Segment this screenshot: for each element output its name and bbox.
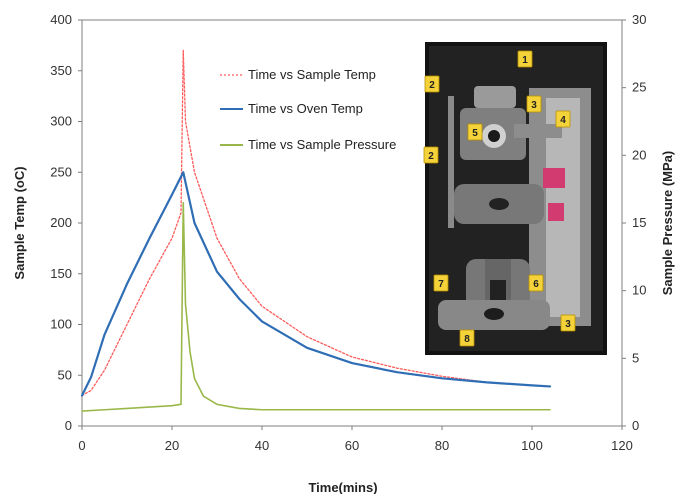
x-tick-label-2: 40 [255, 438, 269, 453]
left-tick-label-7: 350 [50, 63, 72, 78]
inset-label-0: 1 [522, 55, 528, 66]
inset-red-element-lower [548, 203, 564, 221]
x-tick-label-4: 80 [435, 438, 449, 453]
x-tick-label-0: 0 [78, 438, 85, 453]
inset-label-8: 8 [464, 334, 470, 345]
left-tick-label-3: 150 [50, 266, 72, 281]
left-tick-label-0: 0 [65, 418, 72, 433]
left-ticks: 0 50 100 150 200 250 300 350 400 [50, 12, 82, 433]
inset-label-5: 2 [428, 151, 434, 162]
inset-label-box-0 [517, 50, 533, 68]
inset-label-6: 7 [438, 279, 444, 290]
left-tick-label-8: 400 [50, 12, 72, 27]
right-tick-label-4: 20 [632, 147, 646, 162]
series-line-1 [80, 171, 552, 397]
inset-label-box-8 [459, 329, 475, 347]
inset-label-box-3 [555, 110, 571, 128]
inset-label-box-9 [560, 314, 576, 332]
inset-label-box-5 [423, 146, 439, 164]
right-axis-title: Sample Pressure (MPa) [660, 151, 675, 296]
inset-top-cap [474, 86, 516, 108]
left-tick-label-6: 300 [50, 114, 72, 129]
inset-label-1: 2 [429, 80, 435, 91]
left-tick-label-5: 250 [50, 164, 72, 179]
series-line-0 [81, 49, 551, 397]
right-tick-label-1: 5 [632, 350, 639, 365]
inset-middle-disk-hole [489, 198, 509, 210]
x-tick-label-6: 120 [611, 438, 633, 453]
inset-callouts: 1 2 3 4 5 2 7 6 8 3 [423, 50, 576, 347]
right-tick-label-6: 30 [632, 12, 646, 27]
inset-label-4: 5 [472, 128, 478, 139]
inset-label-9: 3 [565, 319, 571, 330]
right-tick-label-2: 10 [632, 283, 646, 298]
inset-left-rod [448, 96, 454, 228]
right-tick-label-5: 25 [632, 80, 646, 95]
bottom-ticks: 0 20 40 60 80 100 120 [78, 426, 633, 453]
inset-upper-body-core [488, 130, 500, 142]
inset-label-box-2 [526, 95, 542, 113]
legend-label-1: Time vs Oven Temp [248, 101, 363, 116]
inset-red-element-upper [543, 168, 565, 188]
left-tick-label-1: 50 [58, 367, 72, 382]
right-tick-label-0: 0 [632, 418, 639, 433]
left-tick-label-4: 200 [50, 215, 72, 230]
inset-label-box-4 [467, 123, 483, 141]
left-axis-title: Sample Temp (oC) [12, 166, 27, 279]
inset-label-7: 6 [533, 279, 539, 290]
apparatus-inset: 1 2 3 4 5 2 7 6 8 3 [423, 42, 607, 355]
x-tick-label-3: 60 [345, 438, 359, 453]
series-line-2 [81, 201, 551, 412]
inset-side-arm [514, 124, 562, 138]
inset-label-box-1 [424, 75, 440, 93]
x-tick-label-5: 100 [521, 438, 543, 453]
right-tick-label-3: 15 [632, 215, 646, 230]
inset-label-2: 3 [531, 100, 537, 111]
inset-label-3: 4 [560, 115, 566, 126]
legend-label-0: Time vs Sample Temp [248, 67, 376, 82]
right-ticks: 0 5 10 15 20 25 30 [622, 12, 646, 433]
x-tick-label-1: 20 [165, 438, 179, 453]
legend: Time vs Sample Temp Time vs Oven Temp Time… [220, 67, 396, 152]
left-tick-label-2: 100 [50, 317, 72, 332]
inset-bottom-disk-hole [484, 308, 504, 320]
x-axis-title: Time(mins) [308, 480, 377, 494]
inset-label-box-7 [528, 274, 544, 292]
series-layer [80, 49, 552, 412]
inset-label-box-6 [433, 274, 449, 292]
legend-label-2: Time vs Sample Pressure [248, 137, 396, 152]
